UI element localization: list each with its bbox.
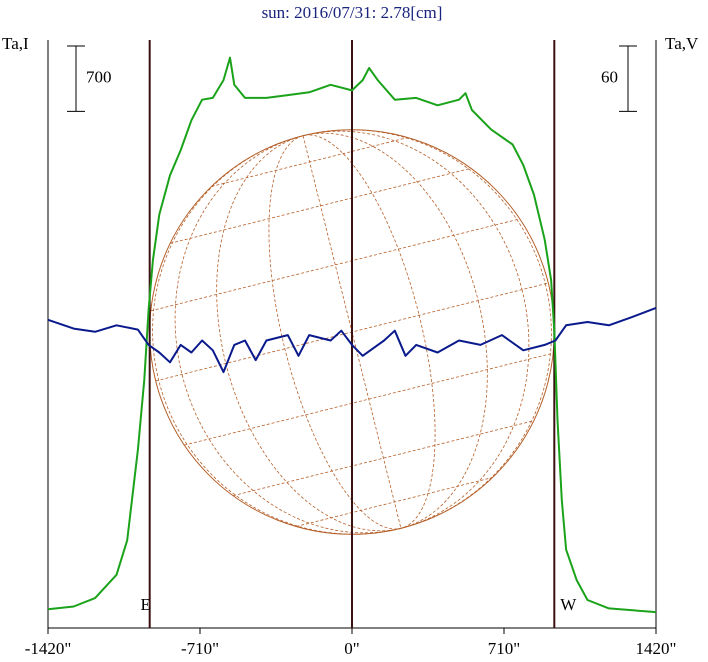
annotation: E [140, 595, 150, 614]
parallel [211, 137, 408, 187]
series-line [47, 306, 657, 374]
x-tick-label: -1420" [25, 639, 72, 658]
chart-title: sun: 2016/07/31: 2.78[cm] [262, 3, 443, 22]
y-axis-label: Ta,I [2, 34, 29, 53]
x-tick-label: -710" [181, 639, 219, 658]
parallel [296, 477, 493, 527]
series-line [47, 56, 657, 614]
parallel [150, 218, 520, 312]
parallel [170, 167, 472, 244]
scale-bar-label: 700 [86, 68, 112, 87]
x-tick-label: 1420" [636, 639, 677, 658]
x-tick-label: 0" [344, 639, 359, 658]
annotation: W [560, 595, 577, 614]
parallel [232, 420, 534, 497]
y2-axis-label: Ta,V [665, 34, 699, 53]
x-tick-label: 710" [488, 639, 520, 658]
parallel [184, 352, 554, 446]
scale-bar-label: 60 [601, 68, 618, 87]
